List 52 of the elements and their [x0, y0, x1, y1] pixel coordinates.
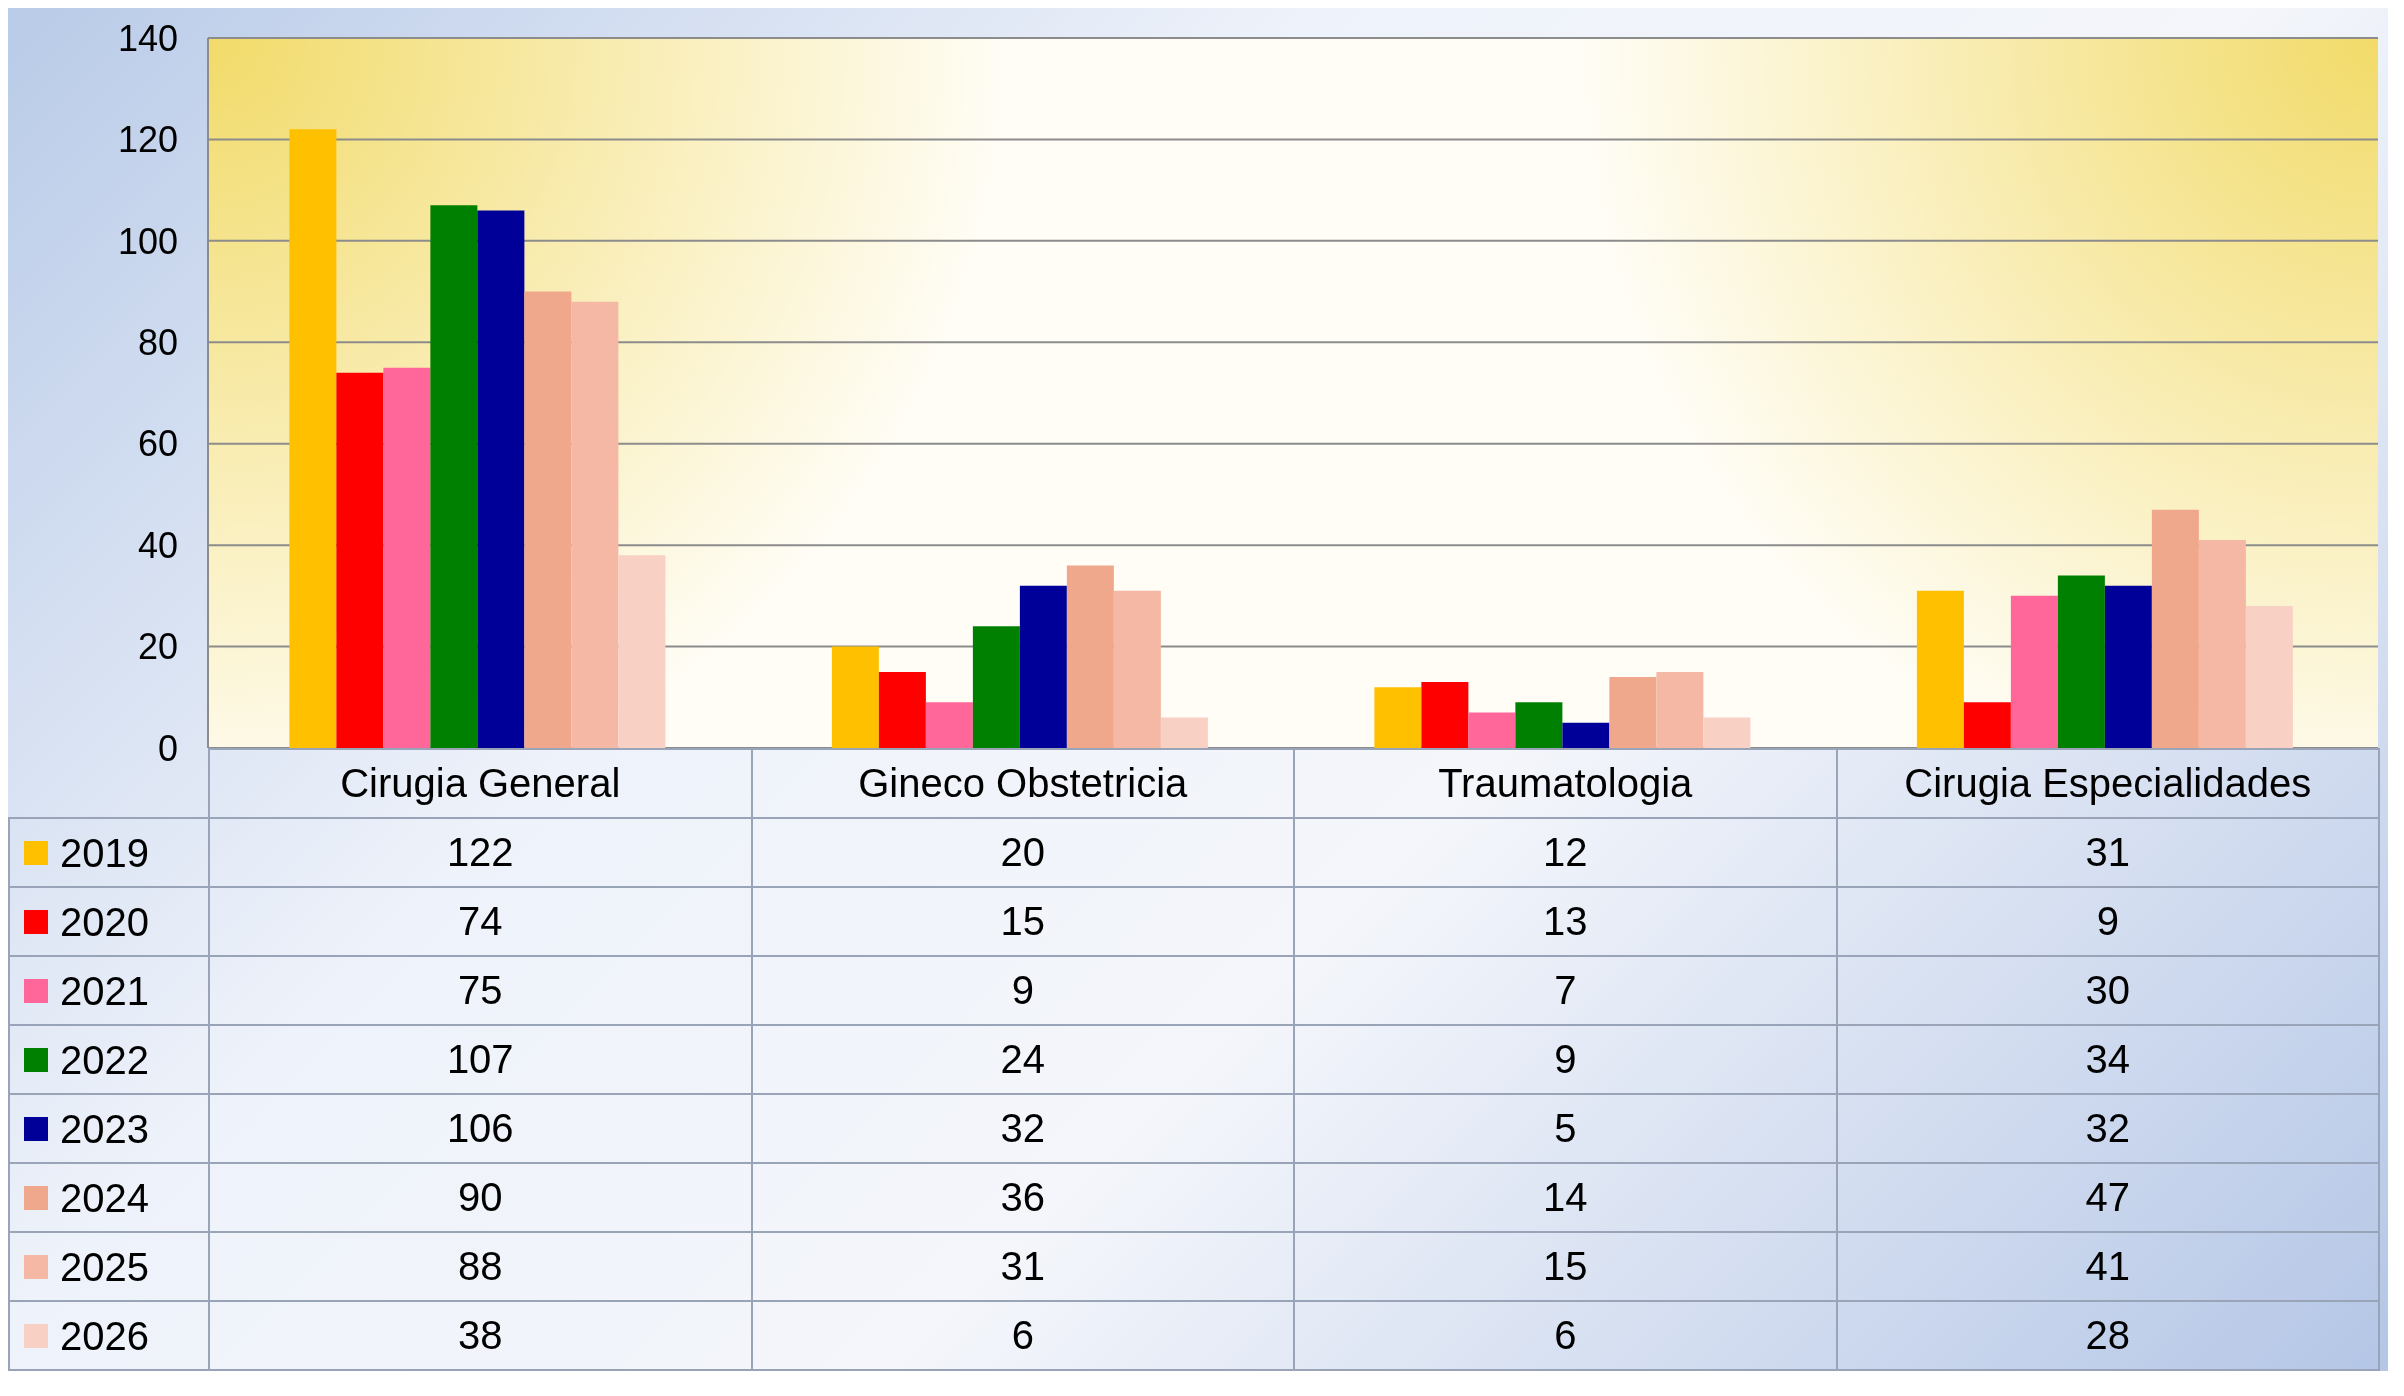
data-label: 34	[1836, 1025, 2379, 1094]
data-label: 107	[209, 1025, 752, 1094]
y-tick-label: 100	[117, 220, 178, 262]
legend-label: 2019	[60, 830, 149, 876]
data-label: 47	[1836, 1163, 2379, 1232]
data-label: 38	[209, 1301, 752, 1370]
data-label: 6	[751, 1301, 1294, 1370]
data-label: 15	[1294, 1232, 1837, 1301]
legend-label: 2023	[60, 1106, 149, 1152]
legend-label: 2025	[60, 1244, 149, 1290]
data-label: 14	[1294, 1163, 1837, 1232]
data-label: 6	[1294, 1301, 1837, 1370]
legend-label: 2026	[60, 1313, 149, 1359]
x-tick-label: Cirugia Especialidades	[1836, 749, 2379, 818]
data-label: 5	[1294, 1094, 1837, 1163]
data-label: 15	[751, 887, 1294, 956]
data-label: 9	[1836, 887, 2379, 956]
data-label: 24	[751, 1025, 1294, 1094]
data-label: 41	[1836, 1232, 2379, 1301]
y-tick-label: 0	[157, 727, 178, 769]
data-label: 20	[751, 818, 1294, 887]
data-label: 32	[1836, 1094, 2379, 1163]
y-tick-label: 20	[137, 626, 178, 668]
data-label: 31	[751, 1232, 1294, 1301]
legend-label: 2020	[60, 899, 149, 945]
y-tick-label: 120	[117, 119, 178, 161]
data-label: 75	[209, 956, 752, 1025]
y-tick-label: 60	[137, 423, 178, 465]
legend-label: 2021	[60, 968, 149, 1014]
data-label: 122	[209, 818, 752, 887]
data-label: 90	[209, 1163, 752, 1232]
data-label: 9	[751, 956, 1294, 1025]
data-label: 7	[1294, 956, 1837, 1025]
data-label: 74	[209, 887, 752, 956]
data-label: 9	[1294, 1025, 1837, 1094]
x-tick-label: Cirugia General	[209, 749, 752, 818]
legend-label: 2022	[60, 1037, 149, 1083]
data-label: 36	[751, 1163, 1294, 1232]
y-tick-label: 80	[137, 322, 178, 364]
data-label: 28	[1836, 1301, 2379, 1370]
data-label: 12	[1294, 818, 1837, 887]
x-tick-label: Traumatologia	[1294, 749, 1837, 818]
data-label: 13	[1294, 887, 1837, 956]
data-label: 32	[751, 1094, 1294, 1163]
y-tick-label: 140	[117, 17, 178, 59]
legend-label: 2024	[60, 1175, 149, 1221]
x-tick-label: Gineco Obstetricia	[751, 749, 1294, 818]
data-label: 30	[1836, 956, 2379, 1025]
data-label: 31	[1836, 818, 2379, 887]
y-tick-label: 40	[137, 524, 178, 566]
data-label: 106	[209, 1094, 752, 1163]
data-label: 88	[209, 1232, 752, 1301]
